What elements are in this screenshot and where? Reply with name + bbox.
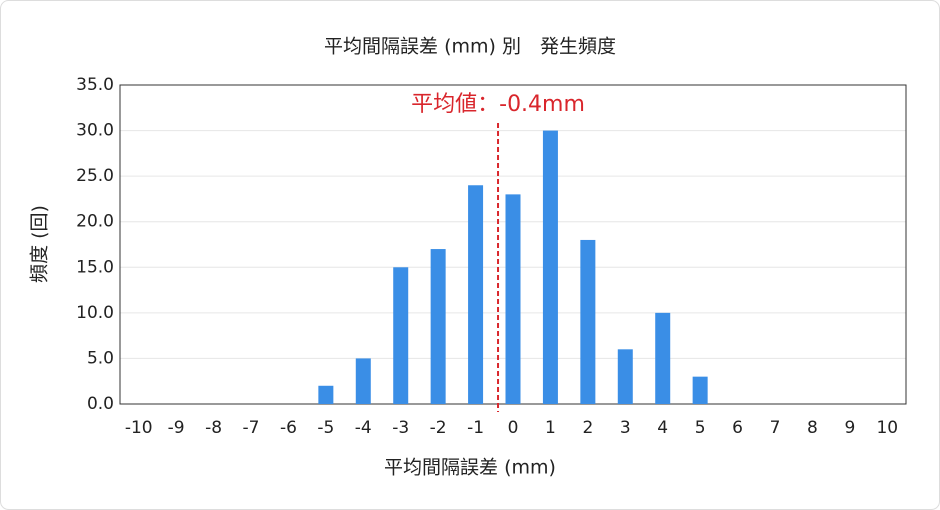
y-tick-label: 15.0 bbox=[76, 257, 114, 277]
x-axis-label: 平均間隔誤差 (mm) bbox=[384, 457, 556, 479]
x-tick-label: -7 bbox=[243, 418, 260, 438]
bar bbox=[655, 312, 671, 404]
x-tick-label: 8 bbox=[807, 418, 818, 438]
bar bbox=[617, 349, 633, 404]
bar bbox=[692, 376, 708, 404]
x-tick-label: -8 bbox=[205, 418, 222, 438]
x-tick-label: -3 bbox=[392, 418, 409, 438]
x-tick-label: -1 bbox=[467, 418, 484, 438]
y-tick-label: 30.0 bbox=[76, 121, 114, 141]
x-tick-label: 0 bbox=[508, 418, 519, 438]
y-tick-label: 25.0 bbox=[76, 166, 114, 186]
chart-title: 平均間隔誤差 (mm) 別 発生頻度 bbox=[324, 36, 616, 58]
y-tick-label: 0.0 bbox=[87, 394, 114, 414]
x-tick-label: 7 bbox=[770, 418, 781, 438]
x-tick-label: 6 bbox=[732, 418, 743, 438]
x-tick-label: 4 bbox=[657, 418, 668, 438]
x-tick-label: 9 bbox=[844, 418, 855, 438]
x-tick-label: 3 bbox=[620, 418, 631, 438]
x-tick-label: -6 bbox=[280, 418, 297, 438]
y-tick-label: 10.0 bbox=[76, 303, 114, 323]
x-tick-label: -9 bbox=[168, 418, 185, 438]
x-tick-label: 1 bbox=[545, 418, 556, 438]
y-axis-label: 頻度 (回) bbox=[29, 205, 51, 283]
y-tick-label: 35.0 bbox=[76, 75, 114, 95]
x-tick-label: 5 bbox=[695, 418, 706, 438]
bar bbox=[505, 194, 521, 404]
bar bbox=[468, 185, 484, 404]
x-tick-label: 10 bbox=[876, 418, 898, 438]
bar bbox=[355, 358, 371, 404]
bar bbox=[318, 385, 334, 404]
x-tick-label: -10 bbox=[125, 418, 153, 438]
x-tick-label: -5 bbox=[317, 418, 334, 438]
bar bbox=[580, 239, 596, 404]
x-tick-label: 2 bbox=[582, 418, 593, 438]
bar bbox=[393, 267, 409, 404]
x-tick-label: -4 bbox=[355, 418, 372, 438]
y-tick-label: 20.0 bbox=[76, 212, 114, 232]
x-tick-label: -2 bbox=[430, 418, 447, 438]
bar bbox=[430, 249, 446, 404]
annotation: 平均値：-0.4mm bbox=[411, 92, 585, 117]
y-tick-label: 5.0 bbox=[87, 348, 114, 368]
bar bbox=[542, 130, 558, 405]
